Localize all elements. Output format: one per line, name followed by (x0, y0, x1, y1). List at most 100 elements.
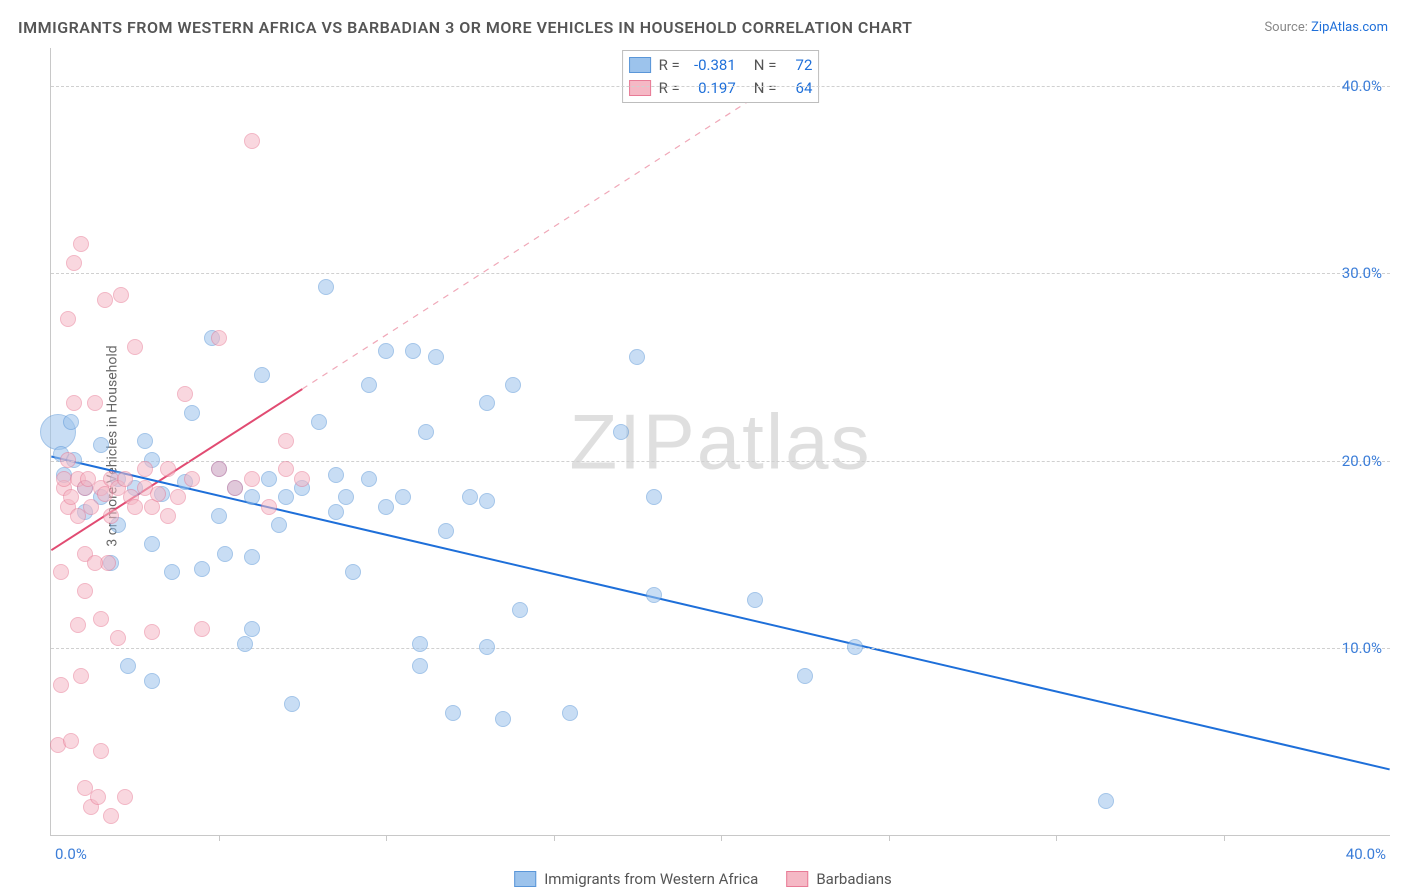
data-point-barbadians (66, 255, 82, 271)
trend-line (51, 389, 302, 550)
data-point-barbadians (184, 471, 200, 487)
data-point-western_africa (194, 561, 210, 577)
data-point-western_africa (613, 424, 629, 440)
n-value: 72 (784, 54, 812, 77)
data-point-western_africa (646, 587, 662, 603)
r-value: 0.197 (688, 77, 736, 100)
data-point-western_africa (378, 343, 394, 359)
data-point-barbadians (211, 330, 227, 346)
data-point-barbadians (70, 617, 86, 633)
data-point-western_africa (412, 658, 428, 674)
data-point-barbadians (244, 133, 260, 149)
data-point-western_africa (144, 536, 160, 552)
data-point-western_africa (629, 349, 645, 365)
data-point-western_africa (479, 395, 495, 411)
data-point-western_africa (311, 414, 327, 430)
legend-swatch (514, 871, 536, 887)
stats-legend-box: R =-0.381N =72R =0.197N =64 (622, 50, 820, 103)
data-point-western_africa (184, 405, 200, 421)
data-point-western_africa (217, 546, 233, 562)
data-point-barbadians (53, 677, 69, 693)
trend-lines-svg (51, 48, 1390, 835)
data-point-western_africa (137, 433, 153, 449)
n-label: N = (754, 54, 777, 77)
data-point-barbadians (110, 630, 126, 646)
data-point-western_africa (254, 367, 270, 383)
x-tick (386, 835, 387, 841)
data-point-western_africa (562, 705, 578, 721)
data-point-western_africa (361, 471, 377, 487)
data-point-western_africa (318, 279, 334, 295)
watermark: ZIPatlas (569, 396, 871, 487)
data-point-barbadians (60, 452, 76, 468)
y-tick-label: 10.0% (1342, 639, 1382, 657)
x-axis-max-label: 40.0% (1346, 845, 1386, 863)
x-tick (1224, 835, 1225, 841)
data-point-western_africa (747, 592, 763, 608)
data-point-western_africa (338, 489, 354, 505)
data-point-barbadians (294, 471, 310, 487)
chart-title: IMMIGRANTS FROM WESTERN AFRICA VS BARBAD… (18, 18, 912, 37)
data-point-barbadians (87, 555, 103, 571)
data-point-barbadians (278, 433, 294, 449)
data-point-western_africa (512, 602, 528, 618)
source-attribution: Source: ZipAtlas.com (1264, 20, 1388, 35)
legend-item-western_africa: Immigrants from Western Africa (514, 870, 758, 888)
source-label: Source: (1264, 20, 1307, 35)
data-point-barbadians (87, 395, 103, 411)
data-point-barbadians (127, 339, 143, 355)
data-point-barbadians (261, 499, 277, 515)
data-point-barbadians (227, 480, 243, 496)
data-point-barbadians (73, 668, 89, 684)
data-point-western_africa (244, 549, 260, 565)
legend-swatch (786, 871, 808, 887)
r-label: R = (659, 54, 680, 77)
data-point-western_africa (345, 564, 361, 580)
data-point-western_africa (328, 504, 344, 520)
data-point-barbadians (127, 499, 143, 515)
r-label: R = (659, 77, 680, 100)
data-point-barbadians (150, 486, 166, 502)
data-point-barbadians (144, 624, 160, 640)
legend-swatch (629, 80, 651, 96)
data-point-western_africa (428, 349, 444, 365)
y-tick-label: 20.0% (1342, 452, 1382, 470)
data-point-barbadians (83, 499, 99, 515)
n-value: 64 (784, 77, 812, 100)
data-point-western_africa (211, 508, 227, 524)
data-point-western_africa (505, 377, 521, 393)
data-point-barbadians (90, 789, 106, 805)
source-link[interactable]: ZipAtlas.com (1311, 20, 1388, 35)
r-value: -0.381 (688, 54, 736, 77)
gridline-h (51, 648, 1390, 649)
data-point-barbadians (160, 508, 176, 524)
data-point-western_africa (244, 489, 260, 505)
data-point-western_africa (479, 493, 495, 509)
data-point-western_africa (418, 424, 434, 440)
legend-item-barbadians: Barbadians (786, 870, 891, 888)
data-point-barbadians (117, 471, 133, 487)
series-legend: Immigrants from Western Africa Barbadians (514, 870, 892, 888)
data-point-barbadians (244, 471, 260, 487)
data-point-barbadians (103, 508, 119, 524)
gridline-h (51, 273, 1390, 274)
data-point-western_africa (63, 414, 79, 430)
data-point-barbadians (177, 386, 193, 402)
x-tick (219, 835, 220, 841)
data-point-barbadians (194, 621, 210, 637)
data-point-western_africa (438, 523, 454, 539)
data-point-barbadians (137, 461, 153, 477)
data-point-western_africa (93, 437, 109, 453)
data-point-barbadians (93, 743, 109, 759)
data-point-barbadians (113, 287, 129, 303)
x-tick (721, 835, 722, 841)
data-point-western_africa (412, 636, 428, 652)
data-point-western_africa (405, 343, 421, 359)
data-point-western_africa (164, 564, 180, 580)
data-point-western_africa (237, 636, 253, 652)
data-point-barbadians (160, 461, 176, 477)
data-point-barbadians (211, 461, 227, 477)
y-tick-label: 30.0% (1342, 264, 1382, 282)
data-point-western_africa (797, 668, 813, 684)
scatter-plot-area: ZIPatlas R =-0.381N =72R =0.197N =64 0.0… (50, 48, 1390, 836)
